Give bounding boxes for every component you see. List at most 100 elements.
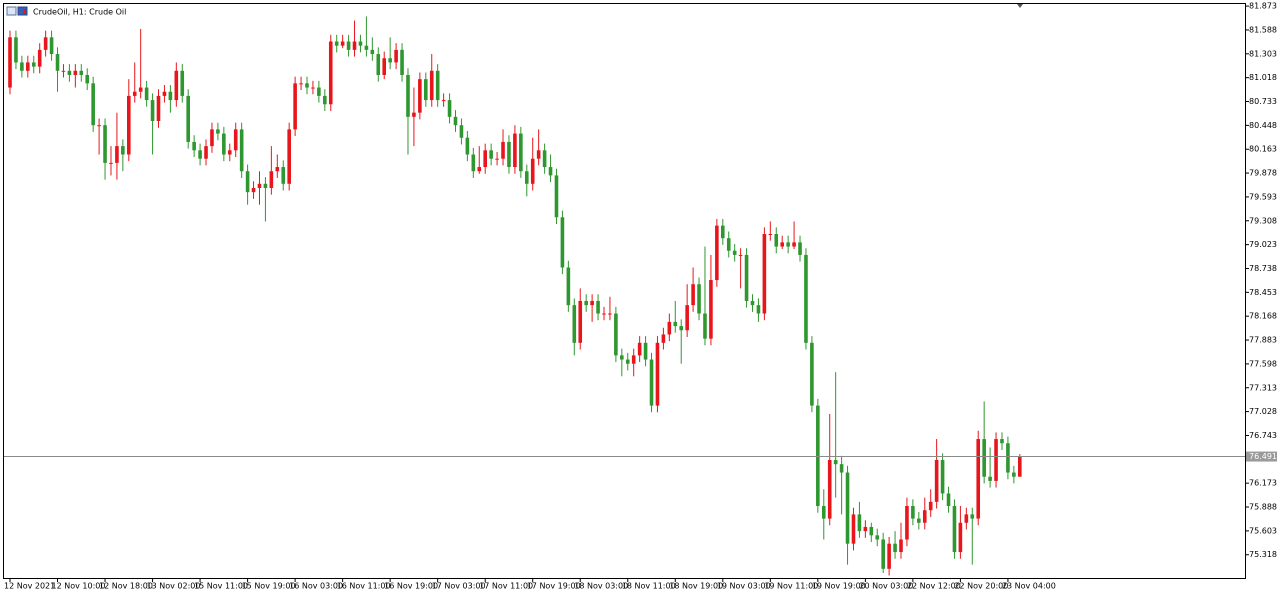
candle-body [453,116,458,126]
candle-body [233,129,238,151]
candle-body [620,355,624,360]
candle-body [756,305,761,314]
candle-body [566,267,571,306]
y-tick-label: 75.318 [1249,550,1277,559]
candle-body [61,70,66,72]
y-tick-label: 81.303 [1249,49,1277,58]
candle-body [839,464,844,473]
candle-body [382,58,387,75]
candle-body [67,70,72,75]
candle-body [156,95,161,122]
candle-body [97,125,101,127]
candle-body [750,300,755,306]
candle-body [703,313,707,339]
candle-body [317,87,321,96]
candle-body [495,158,499,160]
candle-body [424,79,428,101]
candle-body [851,514,856,544]
candle-body [536,150,541,159]
y-tick-label: 78.738 [1249,264,1277,273]
candle-body [875,535,880,540]
candle-body [150,100,155,122]
candle-body [744,254,749,301]
candle-body [144,87,149,101]
candle-body [26,62,30,71]
candle-body [857,514,862,532]
candle-body [524,171,529,184]
candle-body [608,313,612,315]
y-tick-label: 79.878 [1249,169,1277,178]
y-tick-label: 79.593 [1249,192,1277,201]
candle-body [49,37,54,55]
candle-body [679,326,684,331]
candle-body [501,141,505,159]
candle-body [786,242,790,247]
candle-body [127,95,131,155]
y-tick-label: 81.588 [1249,25,1277,34]
candle-body [186,95,190,142]
candle-body [20,62,24,71]
y-tick-label: 76.743 [1249,431,1277,440]
candle-body [899,539,903,553]
candle-body [340,41,345,46]
candle-body [334,41,339,46]
x-tick-label: 19 Nov 19:00 [812,582,866,591]
candle-body [281,167,286,184]
candle-body [994,439,998,481]
x-tick-label: 15 Nov 19:00 [242,582,296,591]
candle-body [738,254,743,256]
candle-body [816,405,820,507]
x-tick-label: 12 Nov 10:00 [52,582,106,591]
candle-body [14,37,18,63]
candle-body [251,187,256,193]
x-tick-label: 18 Nov 19:00 [669,582,723,591]
candle-body [227,150,232,155]
candle-body [934,459,939,502]
x-tick-label: 19 Nov 03:00 [717,582,771,591]
candle-body [614,313,618,356]
candle-body [513,133,517,168]
candle-body [287,129,291,184]
candle-body [922,510,927,523]
candle-body [31,62,36,67]
candle-body [780,242,784,247]
candle-body [964,514,969,523]
candle-body [798,242,802,255]
candle-body [394,49,398,63]
candle-body [715,225,719,281]
candle-body [982,439,986,477]
candle-body [833,459,838,465]
candle-body [673,321,678,327]
candle-body [691,284,695,306]
plot-frame [3,3,1246,579]
candle-body [774,234,779,247]
candle-body [132,91,137,96]
candle-body [210,129,214,147]
candle-body [459,125,464,138]
x-tick-label: 17 Nov 11:00 [479,582,533,591]
candle-body [8,37,12,88]
candle-body [911,506,915,519]
candle-body [572,305,577,343]
x-tick-label: 12 Nov 18:00 [99,582,153,591]
candle-body [530,158,535,184]
candle-body [370,49,375,55]
x-tick-label: 16 Nov 03:00 [289,582,343,591]
candle-body [204,146,208,159]
candle-body [198,150,202,159]
candle-body [400,49,404,75]
candle-body [732,250,737,255]
candle-body [364,45,369,50]
candle-body [1018,456,1022,477]
candle-body [376,54,381,75]
candle-body [79,70,84,75]
candle-body [465,137,470,155]
candle-body [988,476,992,481]
candle-body [905,506,909,540]
candle-body [726,238,731,251]
candle-body [709,280,713,339]
candle-body [685,305,689,331]
last-price-box [1246,451,1277,462]
candle-body [406,74,410,117]
